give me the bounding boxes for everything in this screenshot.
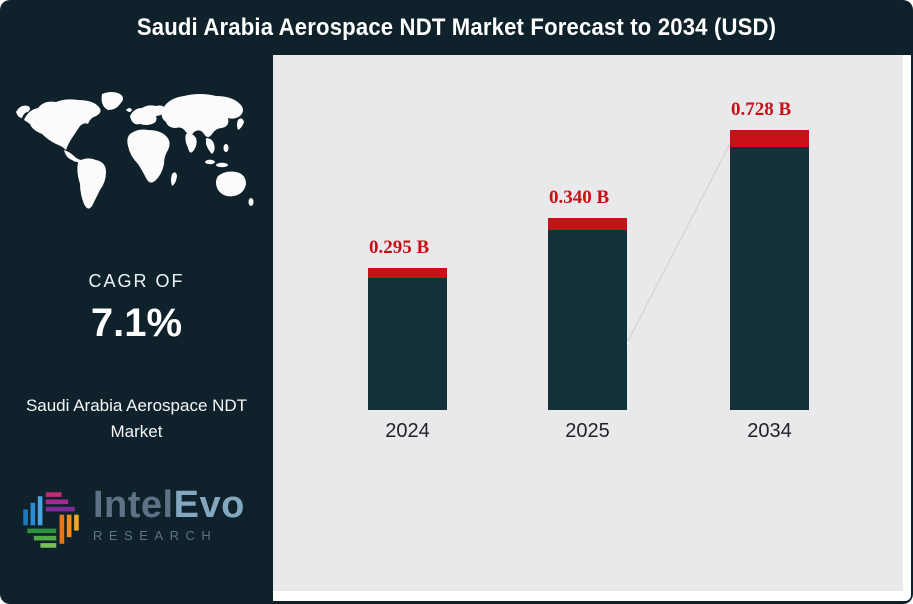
map-europe — [130, 105, 166, 125]
bar-2034 — [730, 130, 809, 410]
cagr-label: CAGR OF — [88, 271, 185, 291]
map-madagascar — [171, 172, 177, 186]
chart-panel: 0.295 B 2024 0.340 B 2025 0.728 B 2034 — [273, 55, 903, 591]
value-label-2024: 0.295 B — [369, 237, 430, 258]
bar-2025 — [548, 218, 627, 410]
map-africa — [127, 129, 170, 183]
bar-cap-2024 — [368, 268, 447, 278]
value-label-2025: 0.340 B — [549, 187, 610, 208]
page-title: Saudi Arabia Aerospace NDT Market Foreca… — [136, 14, 777, 41]
map-north-america — [24, 99, 101, 150]
sidebar: CAGR OF 7.1% Saudi Arabia Aerospace NDT … — [0, 55, 273, 604]
map-australia — [216, 171, 246, 197]
map-india — [185, 133, 197, 153]
brand-name-part1: Intel — [93, 484, 174, 526]
cagr-value: 7.1% — [90, 301, 183, 345]
world-map-icon — [16, 92, 254, 209]
map-central-america — [64, 150, 82, 162]
brand-name: IntelEvo — [93, 485, 263, 525]
market-name-line2: Market — [110, 422, 163, 441]
brand-subtitle: RESEARCH — [93, 528, 218, 543]
intelevo-logo-icon — [23, 492, 79, 548]
brand-logo-text: IntelEvo RESEARCH — [93, 485, 263, 543]
brand-logo: IntelEvo RESEARCH — [18, 485, 263, 565]
bar-body-2025 — [548, 230, 627, 410]
brand-name-part2: Evo — [173, 484, 245, 526]
map-indonesia-1 — [205, 159, 215, 165]
bar-body-2024 — [368, 278, 447, 410]
map-south-america — [77, 158, 106, 209]
map-uk — [126, 108, 132, 112]
header: Saudi Arabia Aerospace NDT Market Foreca… — [0, 0, 913, 55]
map-philippines — [223, 144, 229, 152]
map-indochina — [206, 138, 215, 154]
map-japan — [237, 118, 244, 130]
map-greenland — [101, 92, 123, 110]
market-name: Saudi Arabia Aerospace NDT Market — [0, 393, 273, 445]
map-asia — [161, 94, 243, 137]
map-indonesia-2 — [216, 162, 228, 168]
plot-area: 0.295 B 2024 0.340 B 2025 0.728 B 2034 — [273, 55, 903, 591]
bar-body-2034 — [730, 147, 809, 410]
map-new-zealand — [248, 198, 254, 206]
category-label-2025: 2025 — [565, 420, 610, 442]
category-label-2024: 2024 — [385, 420, 430, 442]
market-name-line1: Saudi Arabia Aerospace NDT — [25, 396, 248, 415]
bar-cap-2025 — [548, 218, 627, 230]
category-label-2034: 2034 — [747, 420, 792, 442]
bar-cap-2034 — [730, 130, 809, 147]
bar-2024 — [368, 268, 447, 410]
chart-panel-frame: 0.295 B 2024 0.340 B 2025 0.728 B 2034 — [273, 55, 911, 601]
map-alaska — [16, 105, 30, 118]
value-label-2034: 0.728 B — [731, 99, 792, 120]
